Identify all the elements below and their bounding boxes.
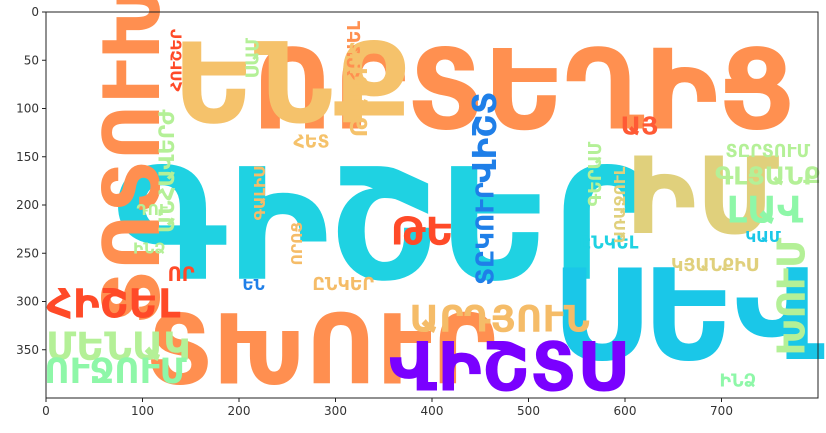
word: ՄԵՆԱԿ [46,324,191,369]
x-tick-label: 500 [517,404,540,418]
word: ԳԵՐԱՄ [586,141,606,206]
word: ԳԼՑԱՆՔ [715,162,821,191]
y-tick-label: 200 [16,198,39,212]
word: ՀԻՇԵԼ [46,279,181,327]
y-axis: 0 50 100 150 200 250 300 350 [16,5,46,357]
word: ԹԵ [391,210,454,255]
word: ԱՆՀԱՎԵՐԺ [154,109,179,233]
word: ԸՆԿԵԼ [579,234,639,254]
word: ՈՐՏԵՂԻՑ [252,27,796,156]
x-tick-label: 400 [421,404,444,418]
y-tick-label: 150 [16,150,39,164]
y-tick-label: 0 [31,5,39,19]
word: ԿԱՄ [745,228,781,246]
word: ՎԻՇՏ [466,92,504,183]
word: ՀՐԱԵԼ [345,21,365,81]
word: ՎԻՇՏՍ [389,328,626,407]
word: ԻՄ [626,136,780,259]
word: ՍԱՄ [244,38,264,79]
word: ԵՆՔ [173,20,411,149]
word: ԻՆՁ [133,239,165,257]
x-tick-label: 200 [228,404,251,418]
word: ԳԻՇԵՐ [114,137,654,316]
word: ԳԱԼԻՍ [251,166,269,221]
word: ԵՆ [242,276,264,294]
y-tick-label: 50 [24,53,39,67]
x-tick-label: 100 [131,404,154,418]
word: ԼԱՎ [727,188,804,231]
word: ՍԵՎ [551,243,824,389]
word: ՀԵՏ [293,132,329,152]
word: ԸՆԿԵՐ [312,275,374,295]
word: ԿՅԱՆՔԻՍ [671,256,759,276]
word: ՈՐ [168,263,195,286]
word: ՀՈՒՇԵՐ [167,29,185,92]
x-axis: 0 100 200 300 400 500 600 700 [42,398,733,418]
word: ՈՒՋՈՒՄ [44,352,187,392]
x-tick-label: 0 [42,404,50,418]
word: ՏԸՐՏՈՒՄ [726,142,811,162]
word: ՈՐՈՑ [288,222,306,265]
y-tick-label: 100 [16,102,39,116]
y-tick-label: 300 [16,295,39,309]
word: ԱՅ [621,111,659,140]
word: ԹԱԽԻԾ [346,41,373,137]
word: ԽՈՒՄ [769,237,814,356]
x-tick-label: 600 [614,404,637,418]
x-tick-label: 700 [710,404,733,418]
word: ԴՈՒ [136,201,168,219]
word: ԱՌԱՋՈՒԼ [611,166,629,243]
word: ՏՈՏՈՒԽ [88,0,178,324]
word: ԱՐԴՅՈՒՆ [409,297,590,340]
word: ՏԽՈՒՐ [146,293,496,406]
word: ՏԸԿՈՒՐ [471,182,500,285]
x-tick-label: 300 [324,404,347,418]
y-tick-label: 250 [16,246,39,260]
y-tick-label: 350 [16,343,39,357]
word: ԻՆՁ [720,372,757,392]
